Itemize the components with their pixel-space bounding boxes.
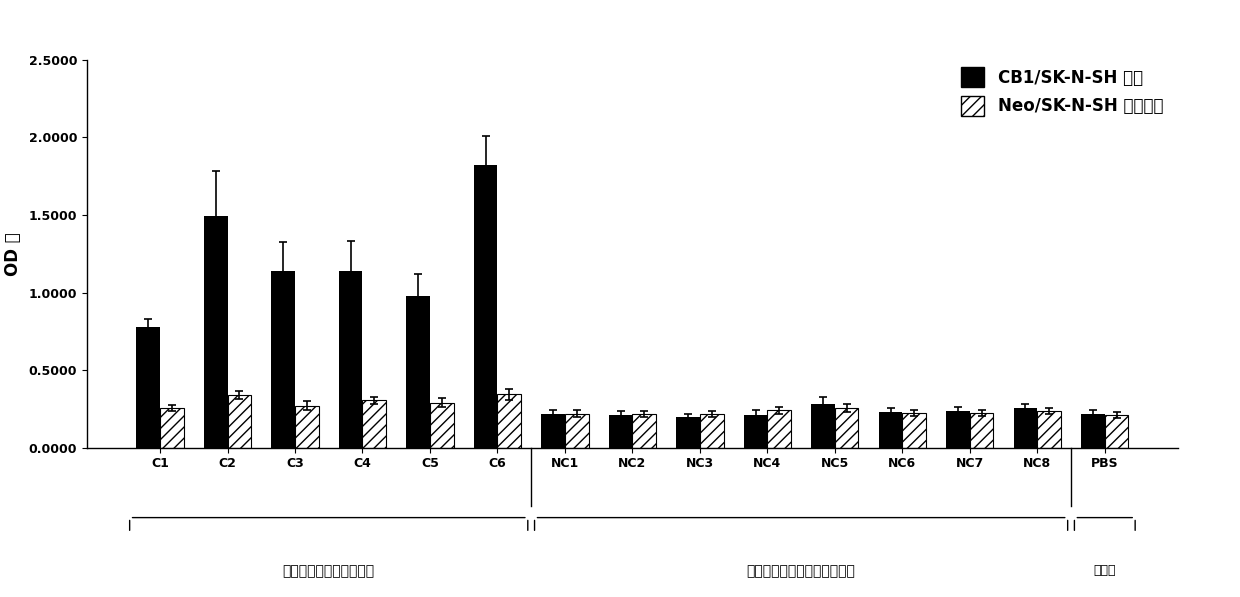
- Text: 空白对: 空白对: [1094, 564, 1116, 577]
- Bar: [362, 401, 386, 448]
- Bar: [1013, 408, 1038, 448]
- Legend: CB1/SK-N-SH 细胞, Neo/SK-N-SH 对照细胞: CB1/SK-N-SH 细胞, Neo/SK-N-SH 对照细胞: [954, 60, 1169, 122]
- Y-axis label: OD 値: OD 値: [4, 232, 21, 276]
- Bar: [676, 417, 699, 448]
- Bar: [497, 394, 521, 448]
- Bar: [295, 406, 319, 448]
- Bar: [744, 415, 768, 448]
- Bar: [632, 414, 656, 448]
- Bar: [474, 165, 497, 448]
- Bar: [542, 414, 565, 448]
- Bar: [430, 403, 454, 448]
- Bar: [835, 408, 858, 448]
- Bar: [1105, 415, 1128, 448]
- Bar: [768, 411, 791, 448]
- Bar: [407, 296, 430, 448]
- Bar: [879, 412, 903, 448]
- Bar: [699, 414, 723, 448]
- Bar: [1081, 414, 1105, 448]
- Bar: [903, 413, 926, 448]
- Bar: [203, 217, 227, 448]
- Text: 无吸食史的正常人的毛发样本: 无吸食史的正常人的毛发样本: [746, 564, 856, 578]
- Bar: [946, 411, 970, 448]
- Bar: [160, 408, 184, 448]
- Bar: [970, 413, 993, 448]
- Bar: [565, 414, 589, 448]
- Bar: [227, 395, 252, 448]
- Bar: [272, 271, 295, 448]
- Bar: [609, 415, 632, 448]
- Text: 大麻吸食人员的毛发样本: 大麻吸食人员的毛发样本: [283, 564, 374, 578]
- Bar: [339, 271, 362, 448]
- Bar: [811, 404, 835, 448]
- Bar: [136, 327, 160, 448]
- Bar: [1038, 411, 1061, 448]
